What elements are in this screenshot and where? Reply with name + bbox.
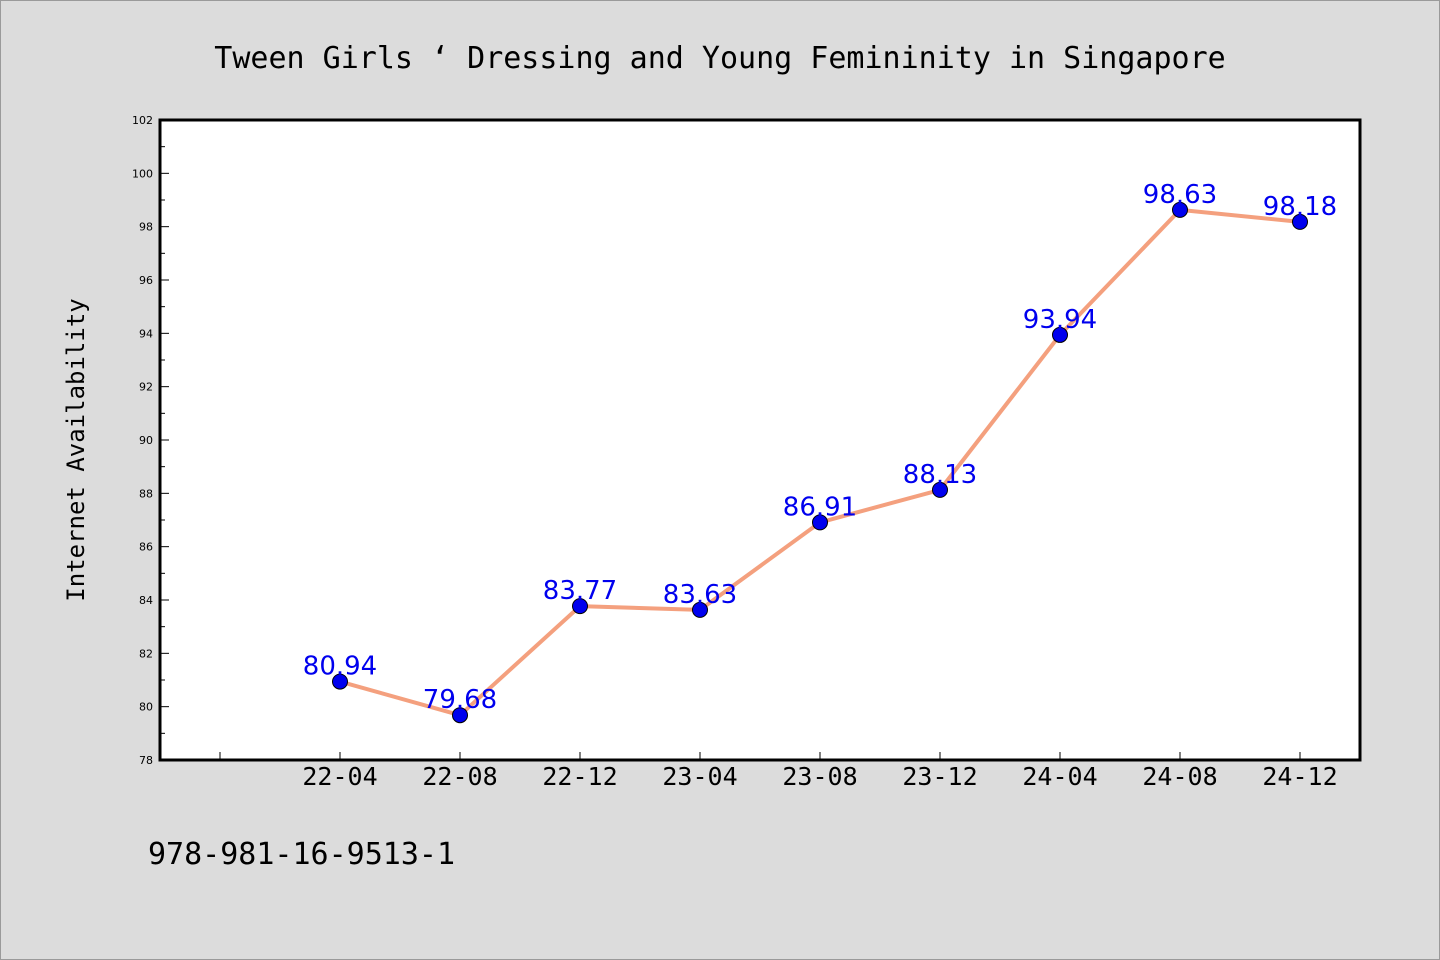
chart-title: Tween Girls ‘ Dressing and Young Feminin…	[214, 41, 1225, 76]
y-tick-label: 94	[139, 327, 153, 340]
y-tick-label: 84	[139, 594, 153, 607]
y-tick-label: 86	[139, 541, 153, 554]
x-tick-label: 22-12	[542, 762, 617, 791]
y-tick-label: 96	[139, 274, 153, 287]
y-tick-label: 78	[139, 754, 153, 767]
data-point	[1292, 213, 1308, 230]
data-point	[452, 707, 468, 724]
data-series	[332, 201, 1308, 724]
data-label: 80.94	[303, 652, 377, 682]
y-tick-label: 92	[139, 381, 153, 394]
x-tick-label: 23-04	[662, 762, 737, 791]
y-axis-label: Internet Availability	[62, 298, 90, 601]
data-label: 98.18	[1263, 192, 1337, 222]
y-tick-label: 82	[139, 647, 153, 660]
y-tick-label: 90	[139, 434, 153, 447]
data-point	[332, 673, 348, 690]
x-tick-label: 22-04	[302, 762, 377, 791]
data-point	[572, 598, 588, 615]
x-axis: 22-04 22-08 22-12 23-04 23-08 23-12 24-04 24-08…	[219, 752, 1338, 791]
data-point	[1172, 201, 1188, 218]
data-labels: 80.94 79.68 83.77 83.63 86.91 88.13 93.94 98.63…	[303, 180, 1337, 715]
x-tick-label: 23-12	[902, 762, 977, 791]
data-point	[932, 481, 948, 498]
y-tick-label: 98	[139, 221, 153, 234]
y-tick-label: 88	[139, 487, 153, 500]
data-point	[692, 601, 708, 618]
x-tick-label: 22-08	[422, 762, 497, 791]
y-tick-label: 100	[132, 167, 153, 180]
data-point	[812, 514, 828, 531]
data-label: 83.63	[663, 580, 737, 610]
data-label: 83.77	[543, 576, 617, 606]
isbn-text: 978-981-16-9513-1	[148, 837, 455, 872]
plot-area	[158, 118, 1362, 762]
data-point	[1052, 326, 1068, 343]
x-tick-label: 23-08	[782, 762, 857, 791]
y-tick-label: 102	[132, 114, 153, 127]
y-tick-label: 80	[139, 701, 153, 714]
data-label: 86.91	[783, 492, 857, 522]
data-label: 98.63	[1143, 180, 1217, 210]
data-label: 93.94	[1023, 305, 1097, 335]
data-label: 88.13	[903, 460, 977, 490]
x-tick-label: 24-12	[1262, 762, 1337, 791]
x-tick-label: 24-04	[1022, 762, 1097, 791]
x-tick-label: 24-08	[1142, 762, 1217, 791]
y-axis: 78 80 82 84 86 88 90 92 94 96 98 100 102	[132, 114, 169, 767]
data-label: 79.68	[423, 685, 497, 715]
